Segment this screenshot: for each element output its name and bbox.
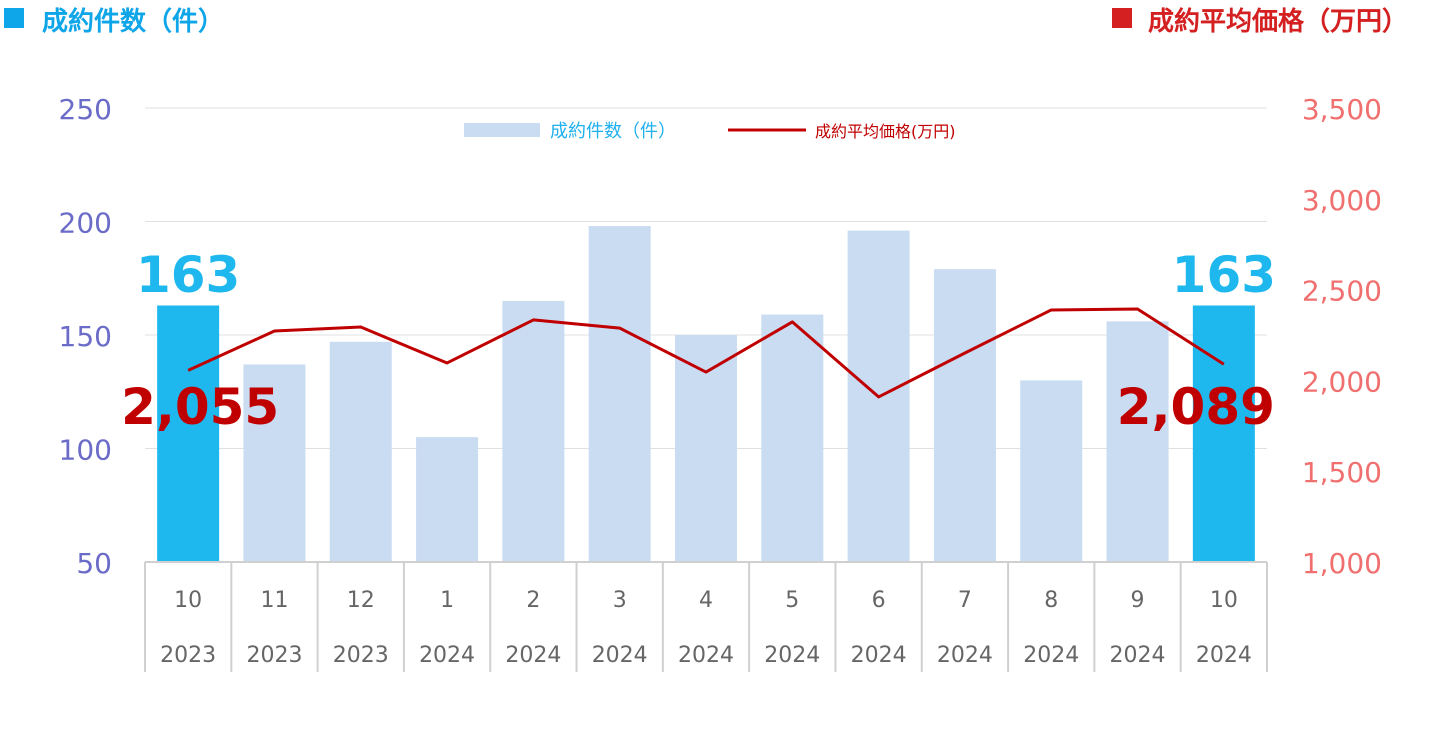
bar xyxy=(416,437,478,562)
x-tick-year: 2024 xyxy=(764,643,820,668)
legend-line-label: 成約平均価格(万円) xyxy=(815,122,956,141)
x-tick-month: 1 xyxy=(440,588,454,613)
x-tick-year: 2024 xyxy=(1110,643,1166,668)
legend-bar-label: 成約件数（件） xyxy=(550,121,676,142)
bar xyxy=(589,226,651,562)
x-tick-year: 2024 xyxy=(1023,643,1079,668)
x-tick-month: 8 xyxy=(1044,588,1058,613)
bars xyxy=(157,226,1255,562)
right-tick-label: 1,000 xyxy=(1302,547,1382,580)
left-title-marker-icon xyxy=(4,8,24,28)
x-tick-month: 4 xyxy=(699,588,713,613)
x-tick-month: 7 xyxy=(958,588,972,613)
x-tick-year: 2023 xyxy=(333,643,389,668)
bar xyxy=(934,269,996,562)
bar-label-first: 163 xyxy=(136,246,240,304)
right-tick-label: 3,500 xyxy=(1302,93,1382,126)
x-tick-month: 3 xyxy=(613,588,627,613)
left-tick-label: 50 xyxy=(76,547,112,580)
right-title-marker-icon xyxy=(1112,8,1132,28)
x-tick-month: 12 xyxy=(347,588,375,613)
line-label-last: 2,089 xyxy=(1117,378,1275,436)
x-tick-month: 9 xyxy=(1131,588,1145,613)
left-tick-label: 250 xyxy=(59,93,112,126)
right-tick-label: 1,500 xyxy=(1302,456,1382,489)
x-tick-month: 10 xyxy=(1210,588,1238,613)
x-tick-year: 2023 xyxy=(246,643,302,668)
x-tick-month: 5 xyxy=(785,588,799,613)
left-tick-label: 150 xyxy=(59,320,112,353)
x-tick-month: 6 xyxy=(872,588,886,613)
legend-bar-swatch xyxy=(464,123,540,137)
right-tick-label: 2,500 xyxy=(1302,275,1382,308)
x-tick-month: 10 xyxy=(174,588,202,613)
x-tick-year: 2024 xyxy=(678,643,734,668)
left-title: 成約件数（件） xyxy=(42,6,224,37)
right-tick-label: 3,000 xyxy=(1302,184,1382,217)
x-tick-year: 2024 xyxy=(851,643,907,668)
x-tick-month: 11 xyxy=(260,588,288,613)
x-tick-year: 2024 xyxy=(505,643,561,668)
bar xyxy=(1107,321,1169,562)
bar-label-last: 163 xyxy=(1172,246,1276,304)
bar xyxy=(675,335,737,562)
left-tick-label: 200 xyxy=(59,207,112,240)
bar xyxy=(761,315,823,562)
right-tick-label: 2,000 xyxy=(1302,365,1382,398)
x-tick-year: 2024 xyxy=(592,643,648,668)
left-tick-label: 100 xyxy=(59,434,112,467)
x-tick-year: 2023 xyxy=(160,643,216,668)
right-title: 成約平均価格（万円） xyxy=(1148,6,1408,37)
x-tick-year: 2024 xyxy=(937,643,993,668)
line-label-first: 2,055 xyxy=(121,378,279,436)
bar xyxy=(502,301,564,562)
bar xyxy=(330,342,392,562)
bar xyxy=(1020,380,1082,562)
x-tick-month: 2 xyxy=(526,588,540,613)
x-tick-year: 2024 xyxy=(1196,643,1252,668)
x-tick-year: 2024 xyxy=(419,643,475,668)
